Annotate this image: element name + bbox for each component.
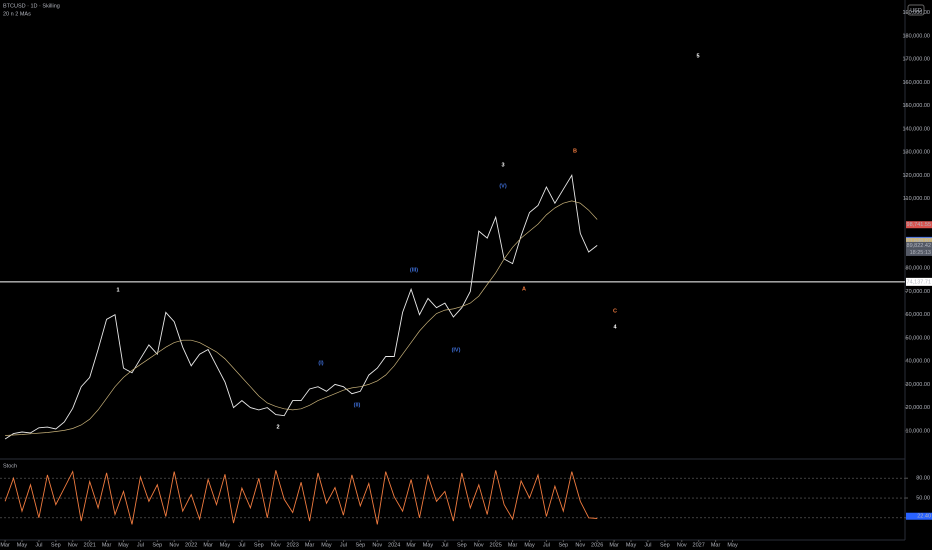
x-tick-label: 2024 [388, 542, 400, 548]
y-tick-label: 20,000.00 [906, 405, 930, 411]
series-line [5, 200, 598, 436]
x-tick-label: May [321, 542, 332, 548]
x-tick-label: Nov [271, 542, 281, 548]
price-badge [906, 512, 932, 520]
y-tick-label: 190,000.00 [902, 10, 930, 16]
y-tick-label: 10,000.00 [906, 428, 930, 434]
x-tick-label: 2023 [287, 542, 299, 548]
x-tick-label: Nov [474, 542, 484, 548]
chart-subtitle: 20 n 2 MAs [3, 11, 31, 17]
wave-label: B [573, 148, 577, 154]
x-tick-label: May [524, 542, 535, 548]
price-badge [906, 241, 932, 249]
currency: USD [910, 8, 922, 14]
hline-badge [906, 277, 932, 286]
y-tick-label: 50,000.00 [906, 335, 930, 341]
x-tick-label: 2026 [591, 542, 603, 548]
wave-label: (I) [318, 360, 323, 366]
x-tick-label: Mar [508, 542, 518, 548]
wave-label: (II) [354, 402, 361, 408]
x-tick-label: Jul [644, 542, 651, 548]
x-tick-label: Nov [372, 542, 382, 548]
wave-label: (IV) [452, 347, 461, 353]
y-tick-label: 140,000.00 [902, 126, 930, 132]
wave-label: 2 [276, 424, 279, 430]
y-tick-label: 150,000.00 [902, 103, 930, 109]
wave-label: (III) [410, 267, 418, 273]
wave-label: (V) [499, 183, 507, 189]
y-tick-label: 30,000.00 [906, 382, 930, 388]
x-tick-label: Nov [169, 542, 179, 548]
x-tick-label: Nov [575, 542, 585, 548]
y-tick-label: 160,000.00 [902, 80, 930, 86]
series-line [4, 173, 598, 440]
price-badge [906, 221, 932, 229]
price-badge-label: 22.40 [917, 514, 931, 520]
x-tick-label: Sep [254, 542, 264, 548]
x-tick-label: May [727, 542, 738, 548]
x-tick-label: Mar [203, 542, 213, 548]
wave-label: 3 [501, 162, 504, 168]
x-tick-label: Jul [137, 542, 144, 548]
x-tick-label: May [626, 542, 637, 548]
y-tick-label: 60,000.00 [906, 312, 930, 318]
x-tick-label: Sep [457, 542, 467, 548]
y-tick-label: 50.00 [916, 495, 930, 501]
x-tick-label: May [17, 542, 28, 548]
series-line [4, 470, 598, 525]
x-tick-label: 2025 [490, 542, 502, 548]
wave-label: 5 [696, 53, 699, 59]
x-tick-label: Sep [355, 542, 365, 548]
y-tick-label: 110,000.00 [903, 196, 930, 202]
currency-box [907, 4, 925, 16]
x-tick-label: Jul [441, 542, 448, 548]
x-tick-label: Sep [51, 542, 61, 548]
countdown: 18:25:13 [910, 250, 931, 256]
x-tick-label: Mar [609, 542, 619, 548]
x-tick-label: Mar [406, 542, 416, 548]
x-tick-label: 2022 [185, 542, 197, 548]
y-tick-label: 120,000.00 [902, 173, 930, 179]
y-tick-label: 80,000.00 [906, 266, 930, 272]
chart-title: Stoch [3, 463, 17, 469]
y-tick-label: 70,000.00 [906, 289, 930, 295]
x-tick-label: Mar [305, 542, 315, 548]
x-tick-label: 2021 [84, 542, 96, 548]
price-badge-label: 89,822.42 [907, 243, 931, 249]
x-tick-label: Mar [0, 542, 10, 548]
x-tick-label: May [220, 542, 231, 548]
countdown-badge [906, 248, 932, 256]
x-tick-label: Nov [677, 542, 687, 548]
x-tick-label: Jul [543, 542, 550, 548]
chart-title: BTCUSD · 1D · Skilling [3, 3, 60, 9]
x-tick-label: Mar [711, 542, 721, 548]
price-badge [906, 237, 932, 245]
x-tick-label: Jul [35, 542, 42, 548]
x-tick-label: Mar [102, 542, 112, 548]
x-tick-label: Nov [68, 542, 78, 548]
x-tick-label: Jul [238, 542, 245, 548]
y-tick-label: 170,000.00 [902, 57, 930, 63]
price-badge-label: 98,741.55 [907, 222, 931, 228]
x-tick-label: Sep [660, 542, 670, 548]
x-tick-label: May [118, 542, 129, 548]
y-tick-label: 40,000.00 [906, 359, 930, 365]
x-tick-label: Sep [152, 542, 162, 548]
wave-label: 1 [116, 287, 119, 293]
wave-label: A [522, 286, 526, 292]
wave-label: 4 [613, 324, 617, 330]
x-tick-label: Jul [340, 542, 347, 548]
hline-label: 74,137.71 [907, 279, 931, 285]
y-tick-label: 80.00 [916, 476, 930, 482]
x-tick-label: 2027 [693, 542, 705, 548]
x-tick-label: May [423, 542, 434, 548]
y-tick-label: 180,000.00 [902, 33, 930, 39]
wave-label: C [613, 308, 617, 314]
y-tick-label: 130,000.00 [902, 150, 930, 156]
x-tick-label: Sep [558, 542, 568, 548]
price-badge-label: 91,646.87 [907, 239, 931, 245]
